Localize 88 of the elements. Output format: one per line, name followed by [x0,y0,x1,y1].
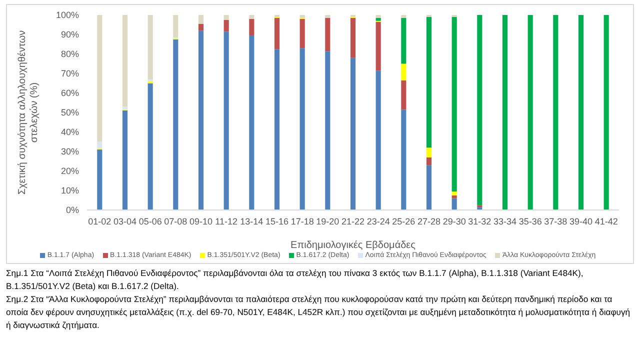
bar [122,106,128,110]
bar [376,70,381,210]
text: Σημ.2 Στα “Άλλα Κυκλοφορούντα Στελέχη” περιλαμβάνονται τα παλαιότερα στελέχη που κυκλοφορούσαν κατά την πρώτη και δεύτερη πανδημική περίοδο και τα οποία δεν φέρουν ανησυχητικές μεταλλάξεις (π.χ. del 69-70, N501Y, E484K, L452R κλπ.) που σχετίζονται με αυξημένη μεταδοτικότητα ή μολυσματικότητα ή διαφυγή ή διαγνωστικά ζητήματα. [6,293,632,332]
bar [604,15,609,210]
y-tick-label: 20% [60,166,79,176]
x-tick-label: 29-30 [442,216,466,226]
y-tick-label: 80% [60,49,79,60]
bar [452,195,457,198]
x-tick-label: 23-24 [366,216,390,226]
bar [173,39,178,210]
x-axis-title: Επιδημιολογικές Εβδομάδες [290,240,416,251]
bar [198,24,204,31]
y-tick-label: 60% [60,88,79,98]
bar [376,22,381,71]
bar [325,15,330,18]
y-tick-label: 90% [60,30,79,40]
x-tick-label: 41-42 [594,216,618,226]
x-tick-label: 05-06 [138,216,162,226]
bar [274,49,280,210]
y-tick-label: 30% [60,146,79,157]
bar [401,80,406,110]
bar [122,15,128,107]
bar [274,18,280,50]
bar [249,35,254,210]
bar [401,18,406,64]
x-tick-label: 19-20 [316,216,340,226]
x-tick-label: 15-16 [265,216,289,226]
text: Σημ.1 Στα “Λοιπά Στελέχη Πιθανού Ενδιαφέροντος” περιλαμβάνονται όλα τα στελέχη του πίνακα 3 εκτός των B.1.1.7 (Alpha), B.1.1.318 (Variant E484K), B.1.351/501Y.V2 (Beta) και B.1.617.2 (Delta). [6,267,584,293]
bar [249,18,254,36]
bar [97,142,102,149]
bar [97,15,102,142]
bar [325,18,330,52]
bar [426,157,432,166]
bar [148,83,153,210]
x-tick-label: 31-32 [468,216,492,226]
x-tick-label: 27-28 [417,216,441,226]
bar [350,18,356,58]
y-axis-title: Σχετική συχνότητα αλληλουχηθέντων στελεχών (%) [17,30,40,195]
x-tick-label: 39-40 [569,216,593,226]
y-tick-label: 40% [60,127,79,138]
bar [553,15,558,210]
x-tick-label: 13-14 [240,216,264,226]
bar [426,16,432,148]
bar [528,15,533,210]
x-tick-label: 21-22 [341,216,365,226]
bar [97,150,102,210]
bar [224,15,229,20]
bar [198,30,204,210]
x-tick-label: 25-26 [392,216,416,226]
bar [198,15,204,24]
bar [401,15,406,18]
bar [401,64,406,80]
bar [224,20,229,32]
x-tick-label: 33-34 [493,216,517,226]
x-tick-label: 11-12 [215,216,238,226]
bar [477,15,482,206]
bar [578,15,584,210]
y-tick-label: 50% [60,108,79,118]
bar [452,191,457,196]
bar [376,18,381,21]
bar [300,18,305,48]
y-tick-label: 0% [66,205,79,216]
x-tick-label: 07-08 [164,216,188,226]
bar [249,15,254,19]
x-tick-label: 37-38 [544,216,568,226]
x-tick-label: 17-18 [290,216,314,226]
y-tick-label: 10% [60,186,79,196]
bar [122,110,128,210]
bar [426,148,432,158]
bar [376,15,381,18]
bar [224,32,229,210]
bar [300,48,305,210]
bar [350,58,356,210]
bar [401,110,406,210]
bar [173,15,178,38]
bar [452,16,457,192]
bar [426,165,432,210]
x-tick-label: 35-36 [518,216,542,226]
bar [300,15,305,18]
bar [148,15,153,80]
bar [452,198,457,210]
y-tick-label: 100% [56,10,79,20]
bar [325,51,330,210]
x-tick-label: 09-10 [189,216,213,226]
y-tick-label: 70% [60,68,79,79]
bar [502,15,508,210]
x-tick-label: 03-04 [113,216,137,226]
x-tick-label: 01-02 [88,216,112,226]
